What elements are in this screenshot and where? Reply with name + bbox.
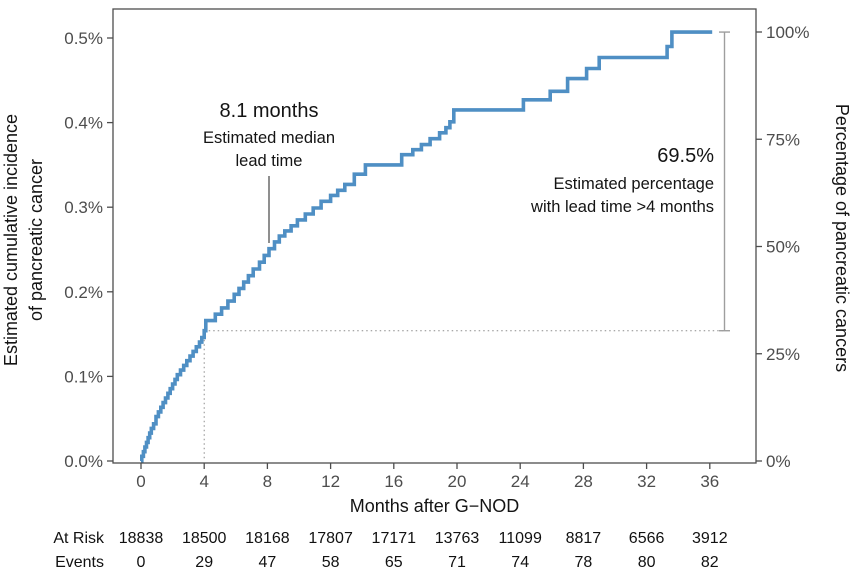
leadtime-annotation-headline: 69.5% [657,145,714,167]
leadtime-annotation-line1: Estimated percentage [553,175,714,193]
risk-table-events-value: 29 [195,554,213,571]
y-right-tick-label: 75% [766,130,800,149]
risk-table-at-risk-value: 18838 [119,530,164,547]
x-tick-label: 28 [574,472,593,491]
risk-table-events-value: 58 [322,554,340,571]
risk-table-at-risk-value: 18500 [182,530,227,547]
risk-table-at-risk-value: 18168 [245,530,290,547]
y-right-tick-label: 100% [766,23,809,42]
y-right-axis-title: Percentage of pancreatic cancers [832,104,852,372]
plot-panel-border [112,8,757,464]
y-left-axis-title-line1: Estimated cumulative incidence [1,114,21,366]
risk-table-events-value: 71 [448,554,466,571]
x-tick-label: 16 [384,472,403,491]
y-left-tick-label: 0.2% [64,283,103,302]
y-right-tick-label: 50% [766,238,800,257]
risk-table-events-value: 0 [137,554,146,571]
risk-table-events-value: 78 [575,554,593,571]
risk-table-at-risk-value: 17171 [372,530,417,547]
y-left-tick-label: 0.1% [64,367,103,386]
risk-table-events-value: 65 [385,554,403,571]
risk-table-events-value: 74 [511,554,529,571]
y-left-axis-title-line2: of pancreatic cancer [26,159,46,321]
risk-table-at-risk-value: 13763 [435,530,480,547]
median-annotation-headline: 8.1 months [220,100,319,122]
risk-table-at-risk-value: 3912 [692,530,728,547]
risk-table-at-risk-value: 6566 [629,530,665,547]
x-axis-title: Months after G−NOD [350,496,520,516]
x-tick-label: 32 [637,472,656,491]
risk-table-at-risk-value: 11099 [499,530,542,547]
median-annotation-line2: lead time [236,152,303,170]
risk-table-events-value: 47 [259,554,277,571]
y-left-tick-label: 0.0% [64,452,103,471]
incidence-step-curve [140,30,713,463]
x-tick-label: 0 [136,472,145,491]
risk-table-at-risk-value: 17807 [308,530,353,547]
x-tick-label: 20 [448,472,467,491]
risk-table-events-value: 82 [701,554,719,571]
y-right-tick-label: 0% [766,452,791,471]
x-tick-label: 12 [321,472,340,491]
risk-table-label-events: Events [55,554,104,571]
x-tick-label: 36 [700,472,719,491]
y-left-tick-label: 0.5% [64,29,103,48]
y-right-tick-label: 25% [766,345,800,364]
y-left-tick-label: 0.4% [64,114,103,133]
x-tick-label: 4 [199,472,208,491]
leadtime-annotation-line2: with lead time >4 months [530,198,714,216]
x-tick-label: 24 [511,472,530,491]
risk-table-label-at-risk: At Risk [53,530,105,547]
risk-table-events-value: 80 [638,554,656,571]
risk-table-at-risk-value: 8817 [566,530,602,547]
median-annotation-line1: Estimated median [203,129,335,147]
x-tick-label: 8 [263,472,272,491]
y-left-tick-label: 0.3% [64,198,103,217]
